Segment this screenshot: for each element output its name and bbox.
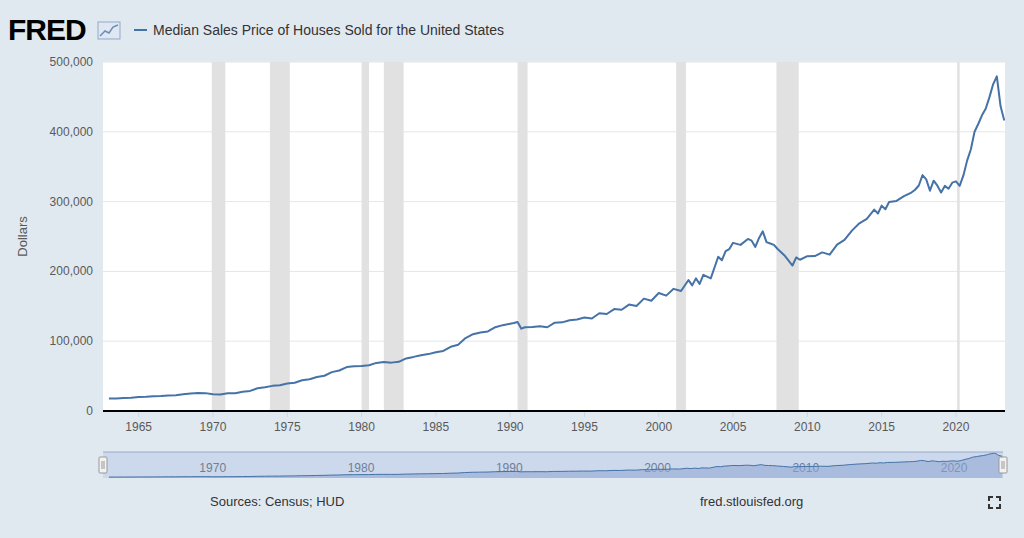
x-tick-label: 2005: [720, 420, 747, 434]
fullscreen-icon: [989, 497, 1000, 508]
navigator-handle-grip: [1004, 461, 1005, 469]
x-tick-label: 1995: [571, 420, 598, 434]
y-axis-title: Dollars: [15, 216, 30, 257]
grid-line: [103, 271, 1005, 272]
x-tick: [658, 412, 659, 417]
x-tick: [361, 412, 362, 417]
navigator-outline: [103, 452, 1003, 453]
chart: FRED Median Sales Price of Houses Sold fo…: [0, 0, 1024, 538]
source: Sources: Census; HUD: [210, 494, 344, 509]
x-tick: [584, 412, 585, 417]
x-tick-label: 1965: [125, 420, 152, 434]
navigator-handle-grip: [1002, 461, 1003, 469]
x-tick-label: 1985: [423, 420, 450, 434]
recession-band: [957, 62, 960, 411]
navigator-tick-label: 1970: [199, 461, 226, 475]
legend-label: Median Sales Price of Houses Sold for th…: [153, 22, 504, 38]
grid-line: [103, 62, 1005, 63]
x-tick: [287, 412, 288, 417]
fullscreen-button[interactable]: [989, 497, 1000, 508]
grid-line: [103, 201, 1005, 202]
navigator-mask: [103, 452, 1003, 478]
recession-band: [776, 62, 798, 411]
brand-icon-frame: [98, 22, 120, 39]
y-tick-label: 200,000: [50, 264, 94, 278]
x-tick: [955, 412, 956, 417]
y-tick-label: 300,000: [50, 195, 94, 209]
x-axis-line: [103, 410, 1005, 412]
brand-icon-line: [100, 25, 118, 36]
navigator: 197019801990200020102020: [99, 452, 1007, 478]
x-tick-label: 1980: [348, 420, 375, 434]
navigator-tick-label: 1980: [348, 461, 375, 475]
recession-band: [518, 62, 528, 411]
navigator-area: [109, 453, 1002, 478]
navigator-handle-grip: [104, 461, 105, 469]
x-tick-label: 1970: [200, 420, 227, 434]
y-tick-label: 0: [86, 404, 93, 418]
x-tick-label: 1990: [497, 420, 524, 434]
x-tick-label: 2000: [645, 420, 672, 434]
recession-band: [676, 62, 686, 411]
x-tick: [212, 412, 213, 417]
x-tick: [510, 412, 511, 417]
grid-line: [103, 341, 1005, 342]
x-tick-label: 2015: [868, 420, 895, 434]
x-tick: [881, 412, 882, 417]
source-url[interactable]: fred.stlouisfed.org: [700, 494, 803, 509]
x-tick: [435, 412, 436, 417]
recession-band: [384, 62, 404, 411]
grid-line: [103, 131, 1005, 132]
navigator-handle-grip: [102, 461, 103, 469]
y-tick-label: 100,000: [50, 334, 94, 348]
grid-line: [103, 411, 1005, 412]
recession-band: [362, 62, 369, 411]
brand-icon: [98, 22, 120, 39]
recession-band: [270, 62, 290, 411]
plot-group: [109, 62, 1004, 411]
x-tick-label: 2010: [794, 420, 821, 434]
recession-band: [212, 62, 226, 411]
y-tick-label: 400,000: [50, 125, 94, 139]
legend-swatch: [134, 29, 147, 31]
x-tick: [733, 412, 734, 417]
navigator-handle[interactable]: [99, 457, 107, 473]
navigator-line: [109, 453, 1002, 477]
series-line: [109, 76, 1004, 398]
plot-area: [103, 62, 1005, 411]
x-tick-label: 2020: [943, 420, 970, 434]
background: [0, 0, 1024, 538]
brand: FRED: [8, 13, 86, 46]
x-tick: [138, 412, 139, 417]
x-tick: [807, 412, 808, 417]
navigator-handle[interactable]: [999, 457, 1007, 473]
y-tick-label: 500,000: [50, 55, 94, 69]
x-tick-label: 1975: [274, 420, 301, 434]
